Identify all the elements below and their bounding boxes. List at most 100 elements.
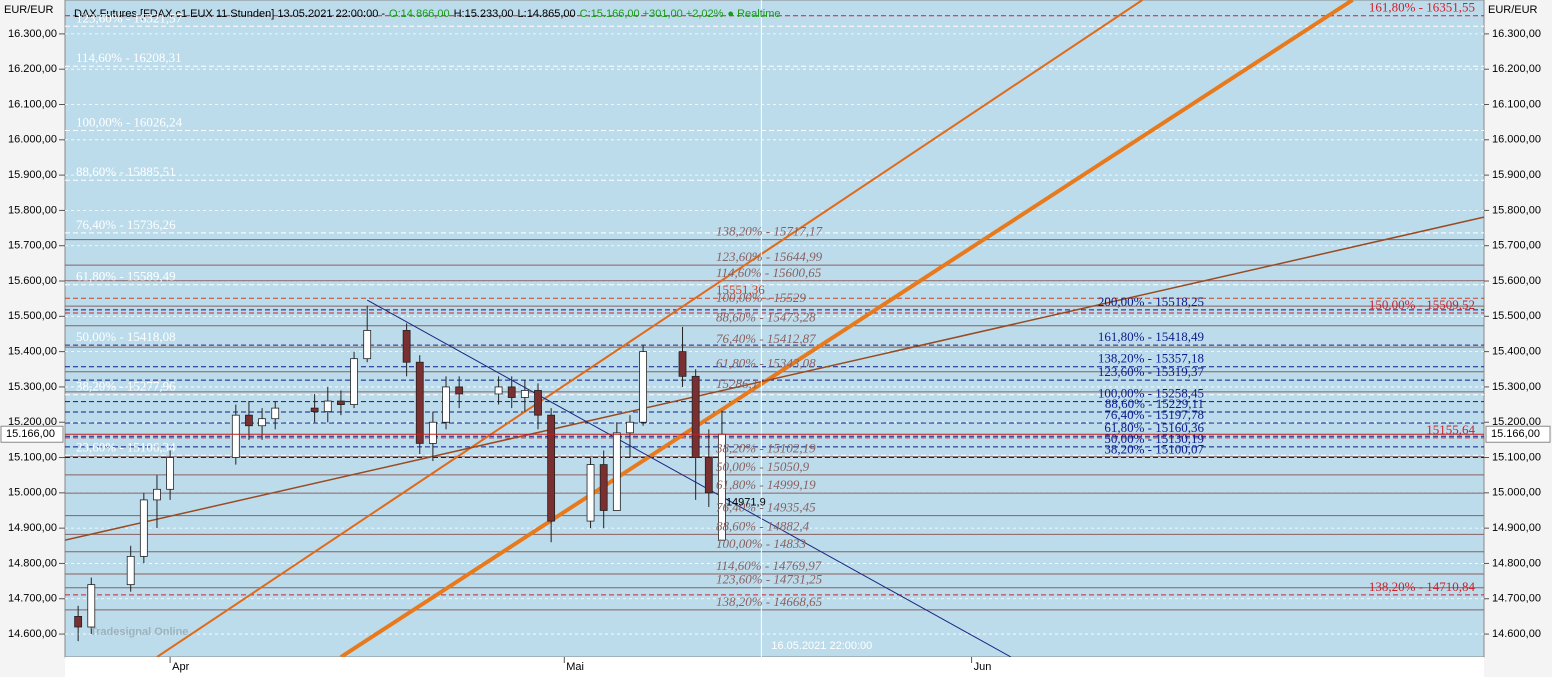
candle-body xyxy=(455,386,464,395)
x-tick-label: Mai xyxy=(566,661,584,673)
trend-line xyxy=(339,0,1354,657)
fib-label: 161,80% - 15418,49 xyxy=(1098,329,1204,344)
header-low: L:14.865,00 xyxy=(518,8,576,20)
fib-label: 200,00% - 15518,25 xyxy=(1098,294,1204,309)
y-tick-label: 15.000,00 xyxy=(8,487,57,499)
fib-label: 123,60% - 15319,37 xyxy=(1098,364,1205,379)
candle-body xyxy=(258,418,266,427)
cursor-label: 16.05.2021 22:00:00 xyxy=(771,640,872,652)
y-tick-label: 15.300,00 xyxy=(1492,381,1541,393)
x-axis-strip xyxy=(65,657,1484,677)
candle-body xyxy=(74,616,83,628)
fib-label: 123,60% - 15644,99 xyxy=(716,249,823,264)
candle-body xyxy=(271,407,280,420)
y-tick-label: 15.800,00 xyxy=(8,204,57,216)
candle-body xyxy=(337,400,345,405)
fib-label: 76,40% - 15736,26 xyxy=(76,217,176,232)
y-tick-label: 15.100,00 xyxy=(1492,451,1541,463)
candle-body xyxy=(139,499,148,557)
candle-body xyxy=(626,421,634,434)
fib-label: 100,00% - 14833 xyxy=(716,536,806,551)
annotation: 14971,9 xyxy=(726,497,766,509)
candle-body xyxy=(166,457,175,490)
fib-label: 88,60% - 15885,51 xyxy=(76,164,176,179)
y-tick-label: 15.400,00 xyxy=(8,346,57,358)
plot-layer xyxy=(65,0,1484,657)
y-tick-label: 16.000,00 xyxy=(8,134,57,146)
candle-body xyxy=(442,386,450,423)
y-tick-label: 15.400,00 xyxy=(1492,346,1541,358)
candle-body xyxy=(363,330,372,360)
fib-label: 15155,64 xyxy=(1426,422,1475,437)
y-tick-label: 15.800,00 xyxy=(1492,204,1541,216)
y-tick-label: 15.100,00 xyxy=(8,451,57,463)
fib-label: 138,20% - 14710,84 xyxy=(1369,579,1476,594)
candle-body xyxy=(520,390,529,398)
fib-label: 76,40% - 14935,45 xyxy=(716,500,816,515)
fib-label: 150,00% - 15509,52 xyxy=(1369,297,1475,312)
fib-label: 61,80% - 15589,49 xyxy=(76,269,176,284)
candle-body xyxy=(310,407,319,413)
price-tag xyxy=(0,425,64,443)
y-tick-label: 16.300,00 xyxy=(8,28,57,40)
fib-label: 38,20% - 15277,96 xyxy=(76,379,176,394)
candle-body xyxy=(494,386,503,395)
fib-label: 114,60% - 15600,65 xyxy=(716,265,822,280)
fib-label: 138,20% - 15717,17 xyxy=(716,224,823,239)
candle-body xyxy=(153,488,161,501)
candle-body xyxy=(402,330,411,363)
unit-label: EUR/EUR xyxy=(4,4,54,16)
candle-body xyxy=(350,358,358,405)
candle-body xyxy=(678,351,687,377)
fib-label: 100,00% - 15529 xyxy=(716,290,806,305)
candle-body xyxy=(126,555,135,586)
price-tag xyxy=(1485,425,1551,443)
fib-label: 161,80% - 16351,55 xyxy=(1369,0,1475,15)
y-tick-label: 15.900,00 xyxy=(8,169,57,181)
fib-label: 50,00% - 15418,08 xyxy=(76,329,176,344)
candle-body xyxy=(691,375,700,458)
candle-body xyxy=(428,421,437,444)
y-tick-label: 15.200,00 xyxy=(8,416,57,428)
y-tick-label: 14.600,00 xyxy=(8,628,57,640)
header-close: C:15.166,00 +301,00 +2,02% xyxy=(580,8,724,20)
candle-body xyxy=(704,457,713,494)
candle-body xyxy=(415,361,424,444)
candle-body xyxy=(547,414,556,522)
fib-label: 61,80% - 15343,08 xyxy=(716,356,816,371)
y-tick-label: 15.000,00 xyxy=(1492,487,1541,499)
y-tick-label: 15.700,00 xyxy=(1492,240,1541,252)
fib-label: 61,80% - 14999,19 xyxy=(716,477,816,492)
y-tick-label: 16.100,00 xyxy=(8,98,57,110)
y-tick-label: 14.700,00 xyxy=(1492,593,1541,605)
fib-label: 138,20% - 14668,65 xyxy=(716,594,823,609)
fib-label: 100,00% - 16026,24 xyxy=(76,115,183,130)
fib-label: 88,60% - 15229,11 xyxy=(1105,396,1204,411)
header-high: H:15.233,00 xyxy=(454,8,514,20)
header-open: O:14.866,00 xyxy=(389,8,450,20)
y-tick-label: 15.900,00 xyxy=(1492,169,1541,181)
fib-label: 23,60% - 15106,34 xyxy=(76,439,176,454)
y-tick-label: 14.900,00 xyxy=(1492,522,1541,534)
fib-label: 100,00% - 15258,45 xyxy=(1098,386,1204,401)
fib-label: 38,20% - 15100,07 xyxy=(1104,441,1204,456)
fib-label: 114,60% - 14769,97 xyxy=(716,558,822,573)
plot-area xyxy=(64,0,1485,658)
trend-line xyxy=(65,216,1484,541)
y-tick-label: 14.800,00 xyxy=(8,557,57,569)
y-tick-label: 15.500,00 xyxy=(8,310,57,322)
y-tick-label: 14.700,00 xyxy=(8,593,57,605)
unit-label: EUR/EUR xyxy=(1488,4,1538,16)
trend-line xyxy=(156,0,1143,657)
x-tick-label: Apr xyxy=(172,661,189,673)
fib-label: 15286,1 xyxy=(716,376,758,391)
watermark: Tradesignal Online xyxy=(90,626,188,638)
y-tick-label: 16.000,00 xyxy=(1492,134,1541,146)
y-tick-label: 15.600,00 xyxy=(1492,275,1541,287)
candle-body xyxy=(586,464,595,522)
y-tick-label: 15.700,00 xyxy=(8,240,57,252)
x-tick-label: Jun xyxy=(974,661,992,673)
fib-label: 138,20% - 15357,18 xyxy=(1098,351,1204,366)
